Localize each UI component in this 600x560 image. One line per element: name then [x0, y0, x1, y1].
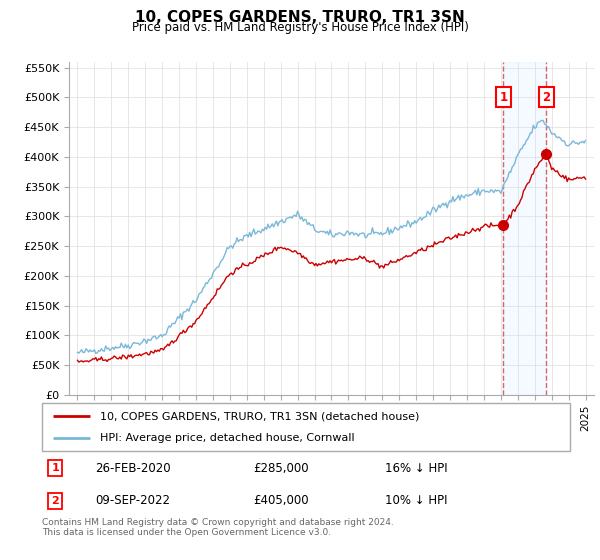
FancyBboxPatch shape — [42, 403, 570, 451]
Text: 10, COPES GARDENS, TRURO, TR1 3SN (detached house): 10, COPES GARDENS, TRURO, TR1 3SN (detac… — [100, 411, 419, 421]
Text: 16% ↓ HPI: 16% ↓ HPI — [385, 462, 448, 475]
Bar — [503, 62, 547, 395]
Text: 1: 1 — [52, 463, 59, 473]
Text: 26-FEB-2020: 26-FEB-2020 — [95, 462, 170, 475]
Text: 10% ↓ HPI: 10% ↓ HPI — [385, 494, 448, 507]
Text: Contains HM Land Registry data © Crown copyright and database right 2024.
This d: Contains HM Land Registry data © Crown c… — [42, 518, 394, 538]
Text: £405,000: £405,000 — [253, 494, 309, 507]
Text: 1: 1 — [499, 91, 508, 104]
Text: 2: 2 — [52, 496, 59, 506]
Text: 09-SEP-2022: 09-SEP-2022 — [95, 494, 170, 507]
Text: HPI: Average price, detached house, Cornwall: HPI: Average price, detached house, Corn… — [100, 433, 355, 443]
Text: 10, COPES GARDENS, TRURO, TR1 3SN: 10, COPES GARDENS, TRURO, TR1 3SN — [135, 10, 465, 25]
Text: £285,000: £285,000 — [253, 462, 309, 475]
Text: Price paid vs. HM Land Registry's House Price Index (HPI): Price paid vs. HM Land Registry's House … — [131, 21, 469, 34]
Text: 2: 2 — [542, 91, 550, 104]
